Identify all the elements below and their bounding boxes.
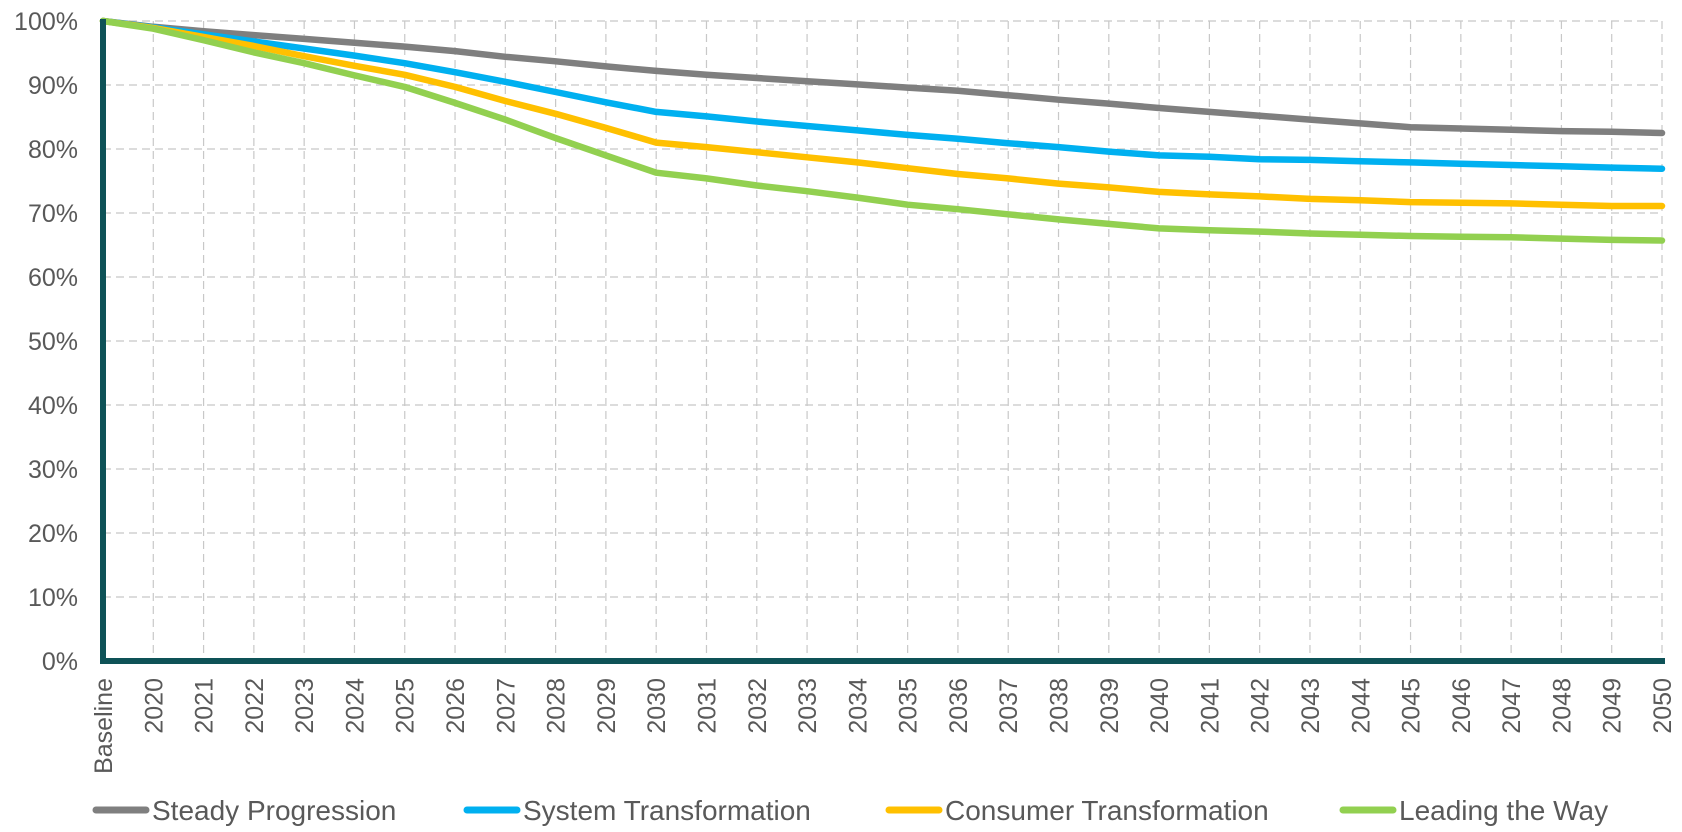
x-tick-label: 2038 [1046, 678, 1074, 734]
x-tick-label: 2034 [844, 678, 872, 734]
x-tick-label: 2047 [1498, 678, 1526, 734]
x-tick-label: 2039 [1096, 678, 1124, 734]
y-tick-label: 10% [28, 584, 78, 612]
x-tick-label: 2037 [995, 678, 1023, 734]
x-tick-label: 2020 [140, 678, 168, 734]
legend: Steady Progression System Transformation C… [92, 795, 1608, 826]
gridlines [103, 20, 1663, 661]
x-tick-label: 2029 [593, 678, 621, 734]
y-tick-label: 60% [28, 264, 78, 292]
x-tick-label: 2026 [442, 678, 470, 734]
x-tick-label: 2046 [1448, 678, 1476, 734]
x-axis-tick-labels: Baseline 2020 2021 2022 2023 2024 2025 2026 2027… [90, 678, 1677, 774]
x-tick-label: 2042 [1247, 678, 1275, 734]
y-tick-label: 20% [28, 520, 78, 548]
x-tick-label: 2044 [1347, 678, 1375, 734]
y-tick-label: 50% [28, 328, 78, 356]
x-tick-label: 2021 [191, 678, 219, 734]
x-tick-label: 2031 [693, 678, 721, 734]
x-tick-label: 2040 [1146, 678, 1174, 734]
y-tick-label: 80% [28, 136, 78, 164]
y-tick-label: 100% [14, 8, 78, 36]
x-tick-label: 2027 [492, 678, 520, 734]
x-tick-label: 2041 [1196, 678, 1224, 734]
series-line-leading-the-way [99, 17, 1666, 244]
series-line-consumer-transformation [99, 17, 1666, 210]
x-tick-label: 2035 [895, 678, 923, 734]
x-tick-label: 2023 [291, 678, 319, 734]
x-tick-label: 2049 [1599, 678, 1627, 734]
series-lines [99, 17, 1666, 244]
x-tick-label: 2032 [744, 678, 772, 734]
legend-label: Steady Progression [152, 795, 396, 826]
x-tick-label: 2043 [1297, 678, 1325, 734]
x-tick-label: 2022 [241, 678, 269, 734]
x-tick-label: 2030 [643, 678, 671, 734]
x-tick-label: 2024 [341, 678, 369, 734]
series-line-system-transformation [99, 17, 1666, 173]
x-tick-label: 2036 [945, 678, 973, 734]
x-tick-label: 2033 [794, 678, 822, 734]
x-tick-label: 2028 [543, 678, 571, 734]
y-axis-tick-labels: 0% 10% 20% 30% 40% 50% 60% 70% 80% 90% 100% [14, 8, 78, 676]
series-line-steady-progression [99, 17, 1666, 137]
y-tick-label: 40% [28, 392, 78, 420]
x-tick-label: 2050 [1649, 678, 1677, 734]
x-tick-label: Baseline [90, 678, 118, 774]
x-tick-label: 2045 [1398, 678, 1426, 734]
legend-label: Leading the Way [1399, 795, 1608, 826]
legend-label: System Transformation [523, 795, 811, 826]
legend-label: Consumer Transformation [945, 795, 1269, 826]
y-tick-label: 30% [28, 456, 78, 484]
axes [100, 19, 1665, 664]
y-tick-label: 70% [28, 200, 78, 228]
x-tick-label: 2025 [392, 678, 420, 734]
y-tick-label: 90% [28, 72, 78, 100]
y-tick-label: 0% [42, 648, 78, 676]
x-tick-label: 2048 [1548, 678, 1576, 734]
